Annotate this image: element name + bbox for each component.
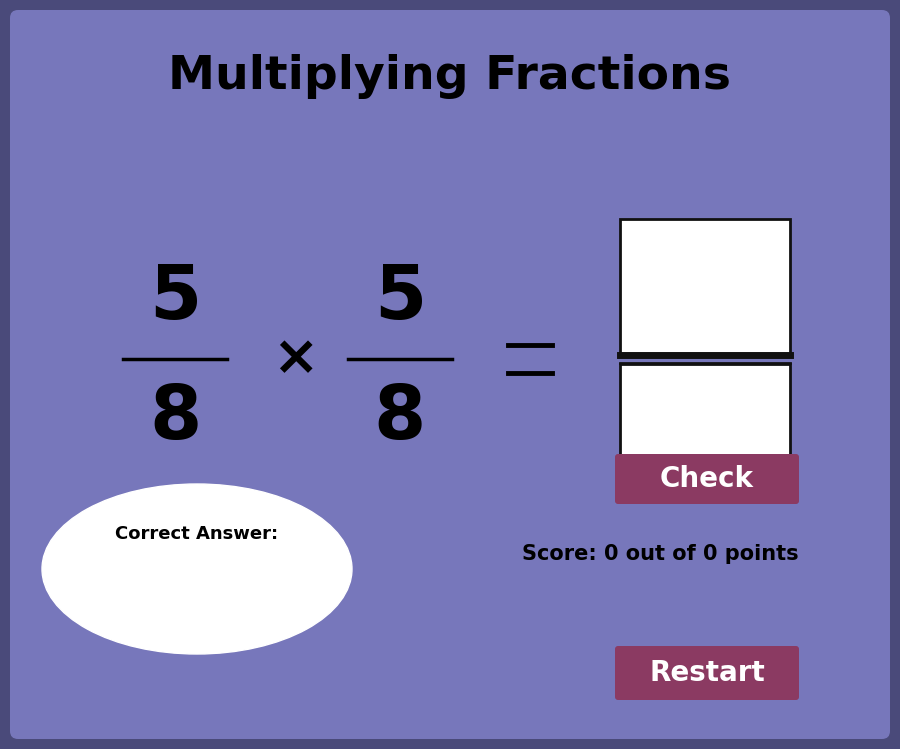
Text: Check: Check bbox=[660, 465, 754, 493]
Text: 5: 5 bbox=[374, 262, 426, 336]
Text: Correct Answer:: Correct Answer: bbox=[115, 525, 279, 543]
Text: ×: × bbox=[272, 332, 319, 386]
Text: Restart: Restart bbox=[649, 659, 765, 687]
FancyBboxPatch shape bbox=[10, 10, 890, 739]
Text: 8: 8 bbox=[148, 383, 201, 455]
Text: 5: 5 bbox=[148, 262, 201, 336]
FancyBboxPatch shape bbox=[620, 219, 790, 354]
FancyBboxPatch shape bbox=[615, 646, 799, 700]
FancyBboxPatch shape bbox=[620, 364, 790, 469]
FancyBboxPatch shape bbox=[615, 454, 799, 504]
Text: Multiplying Fractions: Multiplying Fractions bbox=[168, 54, 732, 99]
Ellipse shape bbox=[42, 484, 352, 654]
Text: 8: 8 bbox=[374, 383, 426, 455]
Text: Score: 0 out of 0 points: Score: 0 out of 0 points bbox=[522, 544, 798, 564]
